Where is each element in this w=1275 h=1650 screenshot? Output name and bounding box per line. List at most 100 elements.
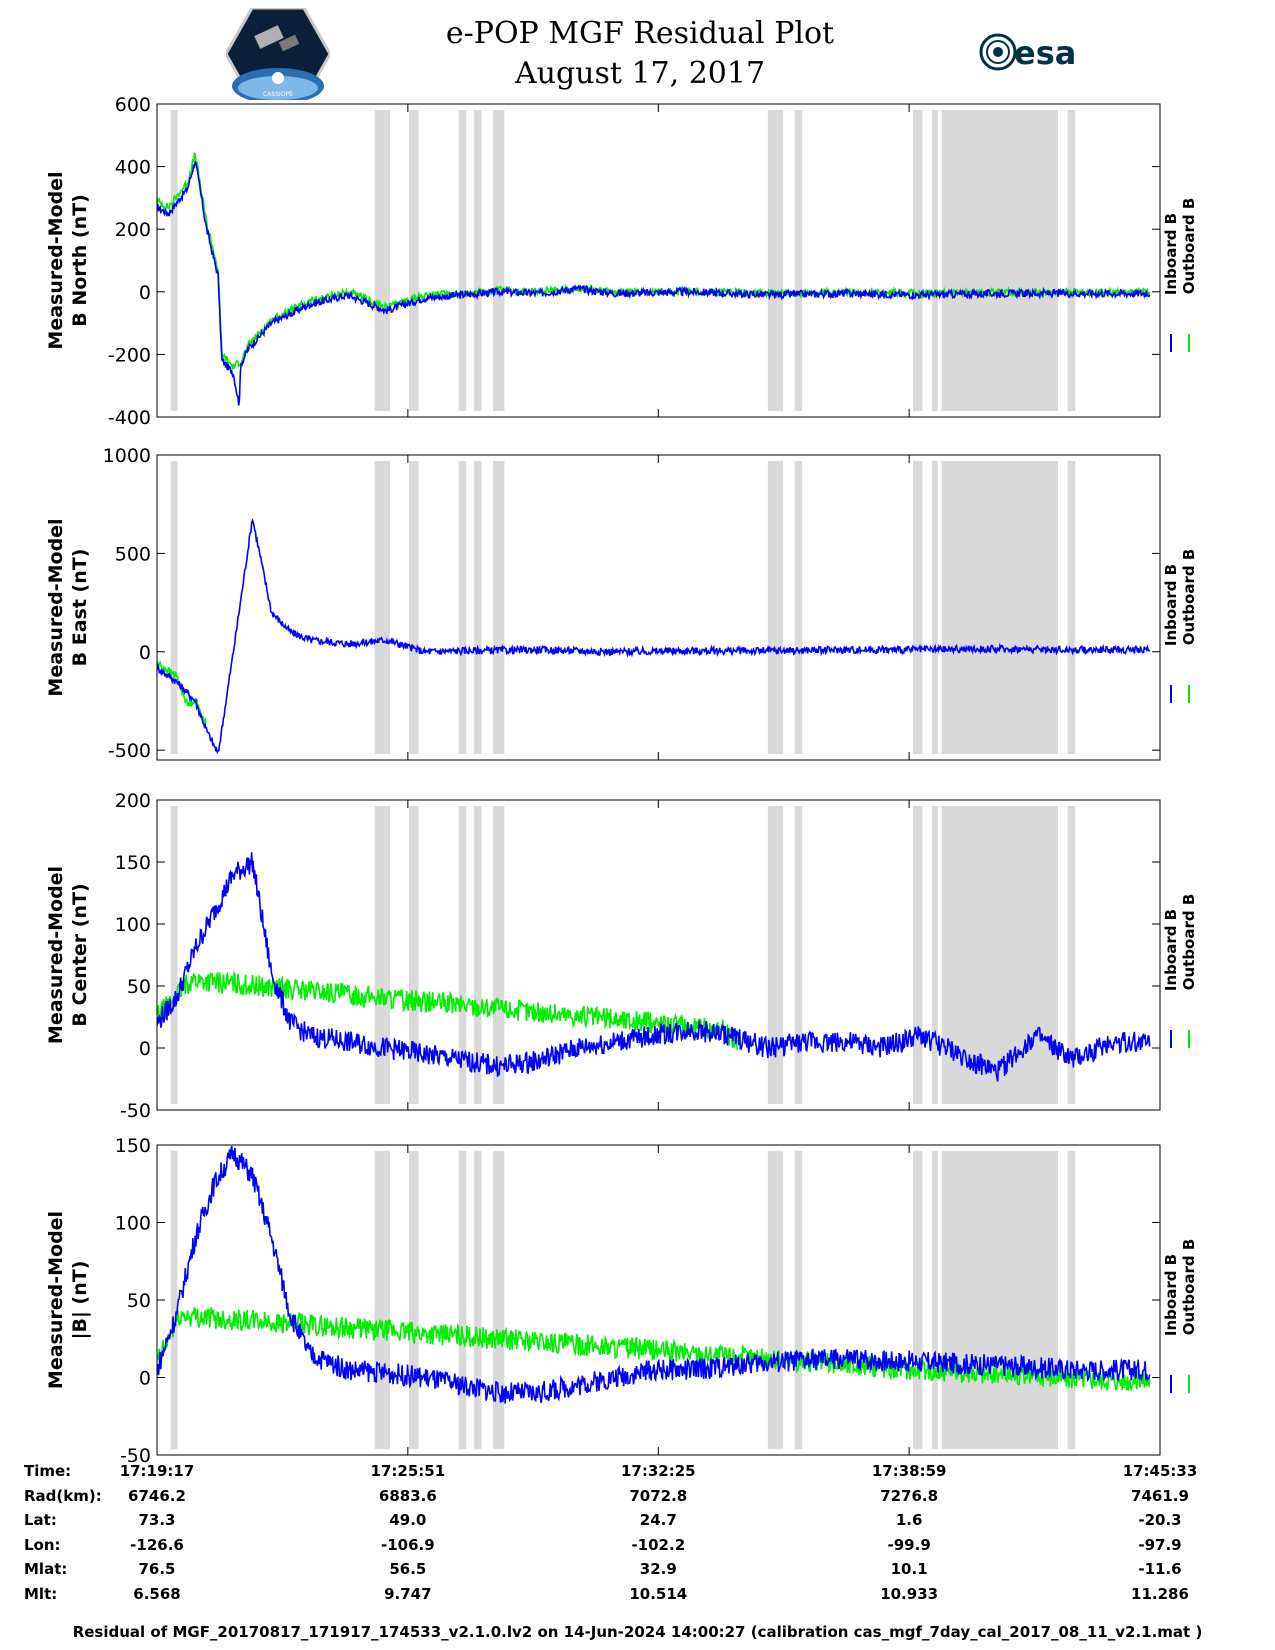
- data-gap-shade: [408, 1151, 419, 1449]
- y-tick-label: 100: [115, 1213, 151, 1235]
- info-cell: 17:19:17: [119, 1462, 195, 1480]
- info-cell: 73.3: [138, 1511, 176, 1529]
- info-cell: -11.6: [1138, 1560, 1182, 1578]
- panel-2: 1000 500 0 -500 Measured-Model B East (nT) Inb…: [45, 445, 1198, 762]
- data-gap-shade: [941, 110, 1059, 411]
- y-tick-label: 100: [115, 914, 151, 936]
- data-gap-shade: [170, 110, 178, 411]
- y-tick-label: -500: [108, 740, 151, 762]
- data-gap-shade: [408, 806, 419, 1104]
- legend-outboard-label: Outboard B: [1180, 549, 1198, 646]
- info-cell: 1.6: [895, 1511, 923, 1529]
- data-gap-shade: [492, 110, 505, 411]
- data-gap-shade: [374, 110, 390, 411]
- info-cell: 9.747: [384, 1584, 432, 1603]
- info-row-label: Mlat:: [24, 1560, 68, 1578]
- page-title: e-POP MGF Residual Plot August 17, 2017: [380, 14, 900, 94]
- y-tick-label: -50: [120, 1445, 151, 1467]
- data-gap-shade: [767, 1151, 784, 1449]
- data-gap-shade: [170, 806, 178, 1104]
- y-tick-label: 1000: [103, 445, 151, 467]
- data-gap-shade: [932, 110, 938, 411]
- data-gap-shade: [912, 806, 923, 1104]
- info-cell: 17:45:33: [1122, 1462, 1198, 1480]
- y-axis-label: Measured-Model B East (nT): [45, 518, 91, 696]
- data-gap-shade: [932, 1151, 938, 1449]
- info-cell: -20.3: [1138, 1511, 1182, 1529]
- info-row-label: Mlt:: [24, 1584, 58, 1603]
- data-gap-shade: [473, 806, 482, 1104]
- data-gap-shade: [473, 1151, 482, 1449]
- outboard-series-line: [157, 1306, 1151, 1392]
- data-gap-shade: [170, 461, 178, 754]
- info-cell: 10.514: [629, 1584, 688, 1603]
- data-gap-shade: [1067, 461, 1076, 754]
- info-cell: 56.5: [389, 1560, 427, 1578]
- info-cell: 49.0: [389, 1511, 427, 1529]
- legend-outboard-label: Outboard B: [1180, 894, 1198, 991]
- data-gap-shade: [932, 806, 938, 1104]
- data-gap-shade: [794, 1151, 803, 1449]
- legend-inboard-label: Inboard B: [1162, 1254, 1180, 1336]
- data-gap-shade: [408, 110, 419, 411]
- y-tick-label: -400: [108, 407, 151, 429]
- outboard-series-line: [157, 970, 739, 1050]
- data-gap-shade: [794, 110, 803, 411]
- data-gap-shade: [1067, 1151, 1076, 1449]
- data-gap-shade: [794, 806, 803, 1104]
- info-cell: 7276.8: [880, 1486, 939, 1505]
- y-tick-label: 600: [115, 94, 151, 116]
- panel-4: 150 100 50 0 -50 Measured-Model |B| (nT) Inboar…: [45, 1135, 1198, 1467]
- info-cell: 7461.9: [1131, 1486, 1189, 1505]
- data-gap-shade: [767, 461, 784, 754]
- info-cell: 17:32:25: [620, 1462, 696, 1480]
- inboard-series-line: [157, 852, 1151, 1082]
- y-tick-label: 0: [139, 1038, 151, 1060]
- title-line-1: e-POP MGF Residual Plot: [445, 16, 835, 51]
- y-tick-label: 50: [127, 976, 151, 998]
- info-cell: 10.933: [880, 1584, 939, 1603]
- y-tick-label: 500: [115, 543, 151, 565]
- orbit-info-table: Time: Rad(km): Lat: Lon: Mlat: Mlt: 17:19:17 67…: [0, 1462, 1275, 1632]
- info-cell: 76.5: [138, 1560, 176, 1578]
- y-axis-label: Measured-Model |B| (nT): [45, 1211, 91, 1389]
- data-gap-shade: [473, 461, 482, 754]
- info-row-label: Lon:: [24, 1535, 61, 1554]
- data-gap-shade: [912, 1151, 923, 1449]
- inboard-series-line: [157, 1146, 1151, 1404]
- data-gap-shade: [458, 806, 467, 1104]
- y-tick-label: 200: [115, 219, 151, 241]
- info-cell: 24.7: [639, 1511, 677, 1529]
- y-tick-label: 150: [115, 1135, 151, 1157]
- data-gap-shade: [932, 461, 938, 754]
- info-cell: 17:38:59: [871, 1462, 947, 1480]
- data-gap-shade: [941, 1151, 1059, 1449]
- data-gap-shade: [374, 461, 390, 754]
- info-row-label: Rad(km):: [24, 1486, 102, 1505]
- panel-1: 600 400 200 0 -200 -400 Measured-Model B North …: [45, 94, 1198, 429]
- info-cell: -97.9: [1138, 1535, 1182, 1554]
- cassiope-logo-text: CASSIOPE: [263, 91, 293, 98]
- data-gap-shade: [1067, 110, 1076, 411]
- data-gap-shade: [374, 806, 390, 1104]
- data-gap-shade: [767, 806, 784, 1104]
- data-gap-shade: [374, 1151, 390, 1449]
- info-cell: -102.2: [631, 1535, 686, 1554]
- info-cell: -99.9: [887, 1535, 931, 1554]
- data-gap-shade: [492, 1151, 505, 1449]
- info-cell: 6883.6: [378, 1486, 437, 1505]
- esa-logo: esa: [979, 33, 1076, 72]
- data-gap-shade: [794, 461, 803, 754]
- title-line-2: August 17, 2017: [514, 56, 766, 91]
- footer-caption: Residual of MGF_20170817_171917_174533_v…: [72, 1623, 1203, 1641]
- info-row-label: Time:: [24, 1462, 72, 1480]
- y-tick-label: -200: [108, 344, 151, 366]
- esa-logo-text: esa: [1014, 34, 1076, 72]
- data-gap-shade: [767, 110, 784, 411]
- info-cell: 11.286: [1131, 1584, 1189, 1603]
- legend-outboard-label: Outboard B: [1180, 1239, 1198, 1336]
- data-gap-shade: [458, 110, 467, 411]
- data-gap-shade: [1067, 806, 1076, 1104]
- info-cell: -126.6: [130, 1535, 184, 1554]
- legend-inboard-label: Inboard B: [1162, 213, 1180, 295]
